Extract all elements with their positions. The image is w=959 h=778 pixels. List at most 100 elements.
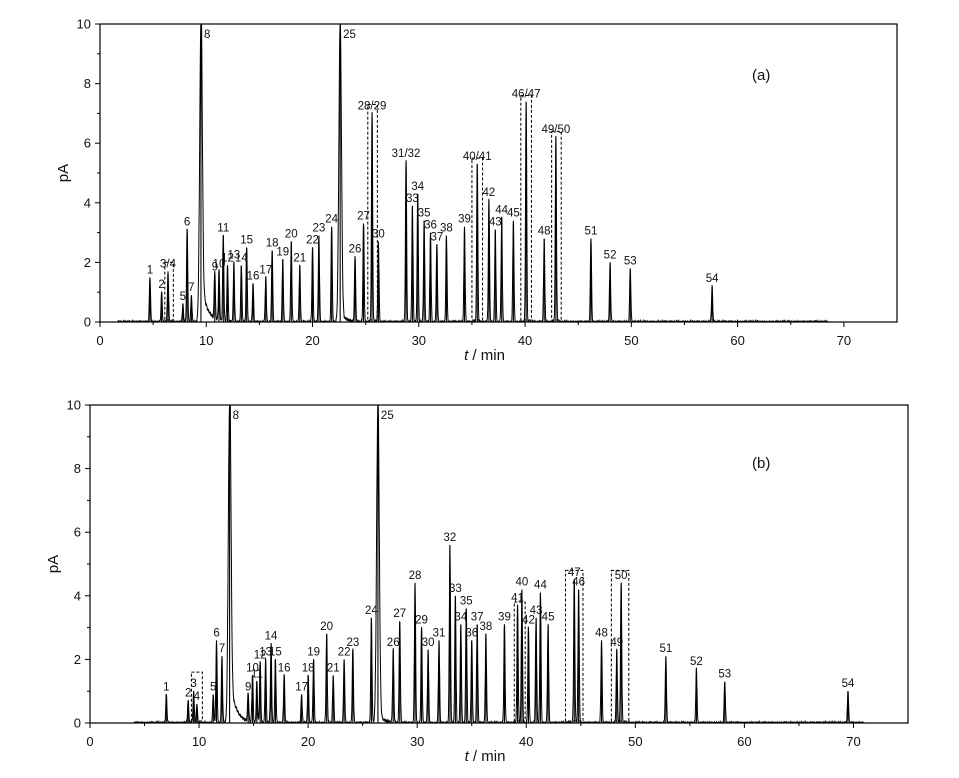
x-tick-label: 40 — [519, 734, 533, 749]
peak-label: 7 — [188, 282, 194, 294]
panel-label: (a) — [752, 67, 770, 84]
peak-label: 18 — [302, 662, 315, 674]
x-axis-label-unit: / min — [468, 347, 505, 364]
peak-label: 11 — [217, 223, 229, 235]
y-tick-label: 2 — [84, 255, 91, 270]
x-axis-label: t / min — [464, 347, 505, 364]
peak-label: 52 — [690, 656, 703, 668]
peak-label: 54 — [706, 273, 719, 285]
y-tick-label: 6 — [84, 136, 91, 151]
y-tick-label: 4 — [74, 588, 81, 603]
y-axis-label: pA — [45, 555, 62, 573]
plot-frame — [89, 404, 909, 724]
peak-label: 26 — [349, 243, 362, 255]
peak-label: 16 — [278, 662, 291, 674]
peak-label: 1 — [163, 681, 169, 693]
coelution-box — [367, 103, 378, 321]
peak-label: 25 — [381, 410, 394, 422]
peak-label: 50 — [615, 570, 628, 582]
peak-label: 26 — [387, 637, 400, 649]
coelution-box — [164, 261, 174, 321]
peak-label: 2 — [185, 688, 191, 700]
peak-label: 36 — [424, 220, 437, 232]
peak-label: 36 — [465, 627, 478, 639]
peak-label: 41 — [511, 592, 524, 604]
panel-label: (b) — [752, 455, 770, 472]
peak-label: 28/29 — [358, 100, 387, 112]
peak-label: 49 — [610, 637, 623, 649]
chromatogram-trace — [117, 24, 829, 322]
x-tick-label: 40 — [518, 333, 532, 348]
peak-label: 44 — [534, 580, 547, 592]
peak-label: 37 — [430, 232, 443, 244]
peak-label: 9 — [245, 681, 251, 693]
peak-label: 51 — [659, 643, 672, 655]
peak-label: 23 — [313, 223, 326, 235]
peak-label: 43 — [530, 605, 543, 617]
peak-label: 17 — [259, 264, 272, 276]
peak-label: 54 — [842, 678, 855, 690]
peak-label: 28 — [409, 570, 422, 582]
peak-label: 21 — [327, 662, 340, 674]
y-tick-label: 8 — [84, 76, 91, 91]
y-tick-label: 10 — [77, 17, 91, 32]
peak-label: 9 — [212, 261, 218, 273]
chromatogram-trace — [133, 405, 865, 723]
x-tick-label: 0 — [96, 333, 103, 348]
peak-label: 31/32 — [392, 148, 421, 160]
peak-label: 14 — [235, 252, 248, 264]
y-tick-label: 10 — [67, 398, 81, 413]
peak-label: 8 — [233, 410, 239, 422]
x-tick-label: 50 — [624, 333, 638, 348]
y-tick-label: 0 — [74, 716, 81, 731]
peak-label: 33 — [406, 193, 419, 205]
peak-label: 10 — [246, 662, 259, 674]
peak-label: 38 — [480, 621, 493, 633]
peak-label: 21 — [293, 252, 306, 264]
peak-label: 5 — [210, 681, 216, 693]
peak-label: 46/47 — [512, 88, 541, 100]
peak-label: 12 — [254, 650, 267, 662]
peak-label: 19 — [276, 246, 289, 258]
peak-label: 13 — [259, 646, 272, 658]
peak-label: 6 — [213, 627, 219, 639]
peak-label: 24 — [365, 605, 378, 617]
peak-label: 20 — [285, 229, 298, 241]
peak-label: 31 — [433, 627, 446, 639]
peak-label: 39 — [498, 611, 511, 623]
x-axis-label-symbol: t — [465, 748, 470, 765]
peak-label: 17 — [295, 681, 308, 693]
peak-label: 12 — [221, 252, 234, 264]
peak-label: 30 — [422, 637, 435, 649]
peak-label: 27 — [357, 211, 370, 223]
peak-label: 53 — [624, 255, 637, 267]
peak-label: 16 — [247, 270, 260, 282]
peak-label: 10 — [213, 258, 226, 270]
x-tick-label: 60 — [730, 333, 744, 348]
peak-label: 3 — [190, 678, 196, 690]
x-tick-label: 30 — [410, 734, 424, 749]
coelution-box — [190, 671, 203, 722]
x-tick-label: 30 — [412, 333, 426, 348]
peak-label: 39 — [458, 214, 471, 226]
y-tick-label: 4 — [84, 195, 91, 210]
y-tick-label: 0 — [84, 315, 91, 330]
peak-label: 20 — [320, 621, 333, 633]
peak-label: 15 — [240, 235, 253, 247]
peak-label: 27 — [393, 608, 406, 620]
peak-label: 33 — [449, 583, 462, 595]
peak-label: 48 — [595, 627, 608, 639]
peak-label: 35 — [460, 596, 473, 608]
peak-label: 43 — [489, 217, 502, 229]
peak-label: 1 — [147, 264, 153, 276]
peak-label: 4 — [194, 691, 201, 703]
x-axis-label-unit: / min — [469, 748, 506, 765]
peak-label: 34 — [454, 611, 467, 623]
peak-label: 2 — [158, 279, 164, 291]
x-tick-label: 60 — [737, 734, 751, 749]
peak-label: 46 — [572, 576, 585, 588]
